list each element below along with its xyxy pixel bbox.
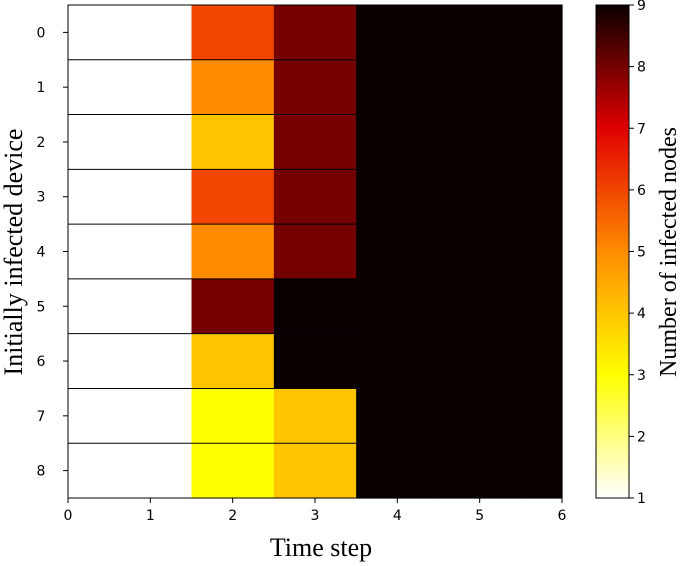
- y-tick-label: 3: [37, 190, 46, 206]
- heatmap-cell: [109, 169, 193, 225]
- heatmap-cell: [68, 59, 110, 116]
- heatmap-cell: [68, 443, 110, 499]
- heatmap-cell: [273, 333, 357, 390]
- heatmap-cell: [109, 5, 193, 61]
- y-tick-label: 5: [37, 299, 46, 315]
- y-tick-label: 7: [37, 409, 46, 425]
- heatmap-cell: [109, 388, 193, 444]
- colorbar-tick-label: 2: [637, 429, 646, 445]
- heatmap-cell: [68, 278, 110, 335]
- heatmap-cell: [68, 169, 110, 225]
- heatmap-cell: [191, 388, 275, 444]
- heatmap-cell: [356, 443, 440, 499]
- heatmap-cell: [191, 169, 275, 225]
- heatmap-cell: [520, 278, 563, 335]
- heatmap-cell: [273, 114, 357, 170]
- heatmap-cell: [191, 114, 275, 170]
- y-tick-label: 6: [37, 354, 46, 370]
- heatmap-cell: [356, 278, 440, 335]
- heatmap-cell: [438, 278, 522, 335]
- heatmap-cell: [438, 443, 522, 499]
- heatmap-cell: [356, 114, 440, 170]
- heatmap-cell: [191, 59, 275, 116]
- x-axis-ticks: 0 1 2 3 4 5 6: [64, 498, 567, 524]
- heatmap-cell: [356, 5, 440, 61]
- heatmap-cell: [68, 333, 110, 390]
- heatmap-cell: [68, 5, 110, 61]
- heatmap-cells: [68, 5, 563, 499]
- heatmap-cell: [438, 114, 522, 170]
- heatmap-cell: [68, 388, 110, 444]
- heatmap-cell: [273, 224, 357, 280]
- heatmap-cell: [68, 224, 110, 280]
- y-tick-label: 2: [37, 135, 46, 151]
- heatmap-cell: [273, 59, 357, 116]
- heatmap-cell: [520, 59, 563, 116]
- heatmap-cell: [109, 59, 193, 116]
- y-axis-label: Initially infected device: [0, 129, 28, 376]
- heatmap-cell: [109, 224, 193, 280]
- heatmap-cell: [109, 443, 193, 499]
- y-tick-label: 0: [37, 25, 46, 41]
- y-axis-ticks: 0 1 2 3 4 5 6 7 8: [37, 25, 68, 480]
- colorbar-tick-label: 1: [637, 491, 646, 507]
- heatmap-cell: [109, 278, 193, 335]
- heatmap-cell: [438, 169, 522, 225]
- colorbar-tick-label: 9: [637, 0, 646, 14]
- heatmap-cell: [438, 388, 522, 444]
- heatmap-cell: [356, 333, 440, 390]
- heatmap-cell: [273, 169, 357, 225]
- heatmap-cell: [356, 224, 440, 280]
- colorbar-tick-label: 5: [637, 245, 646, 261]
- x-tick-label: 5: [475, 508, 484, 524]
- heatmap-cell: [191, 333, 275, 390]
- heatmap-cell: [520, 5, 563, 61]
- heatmap-cell: [273, 443, 357, 499]
- heatmap-cell: [438, 224, 522, 280]
- y-tick-label: 8: [37, 464, 46, 480]
- heatmap-cell: [520, 224, 563, 280]
- heatmap-cell: [273, 5, 357, 61]
- row-separators: [68, 59, 357, 444]
- x-tick-label: 2: [228, 508, 237, 524]
- heatmap-cell: [273, 388, 357, 444]
- heatmap-cell: [191, 443, 275, 499]
- heatmap-cell: [356, 169, 440, 225]
- heatmap-cell: [109, 333, 193, 390]
- heatmap-cell: [520, 388, 563, 444]
- heatmap-cell: [109, 114, 193, 170]
- heatmap-cell: [68, 114, 110, 170]
- heatmap-cell: [438, 333, 522, 390]
- x-tick-label: 6: [558, 508, 567, 524]
- x-tick-label: 0: [64, 508, 73, 524]
- heatmap-cell: [191, 278, 275, 335]
- colorbar-tick-label: 4: [637, 306, 646, 322]
- x-axis-label: Time step: [270, 533, 372, 562]
- heatmap-cell: [520, 333, 563, 390]
- x-tick-label: 4: [393, 508, 402, 524]
- y-tick-label: 1: [37, 80, 46, 96]
- heatmap-cell: [520, 443, 563, 499]
- heatmap-cell: [191, 5, 275, 61]
- heatmap-cell: [520, 169, 563, 225]
- heatmap-cell: [356, 388, 440, 444]
- colorbar-tick-label: 3: [637, 368, 646, 384]
- heatmap-cell: [191, 224, 275, 280]
- colorbar-ticks: 1 2 3 4 5 6 7 8 9: [629, 0, 646, 507]
- heatmap-cell: [438, 5, 522, 61]
- colorbar-tick-label: 6: [637, 183, 646, 199]
- colorbar-tick-label: 7: [637, 121, 646, 137]
- colorbar: [595, 4, 630, 499]
- heatmap-cell: [356, 59, 440, 116]
- heatmap-cell: [438, 59, 522, 116]
- x-tick-label: 1: [146, 508, 155, 524]
- colorbar-tick-label: 8: [637, 60, 646, 76]
- heatmap-cell: [520, 114, 563, 170]
- x-tick-label: 3: [311, 508, 320, 524]
- colorbar-label: Number of infected nodes: [656, 127, 682, 377]
- heatmap-cell: [273, 278, 357, 335]
- y-tick-label: 4: [37, 245, 46, 261]
